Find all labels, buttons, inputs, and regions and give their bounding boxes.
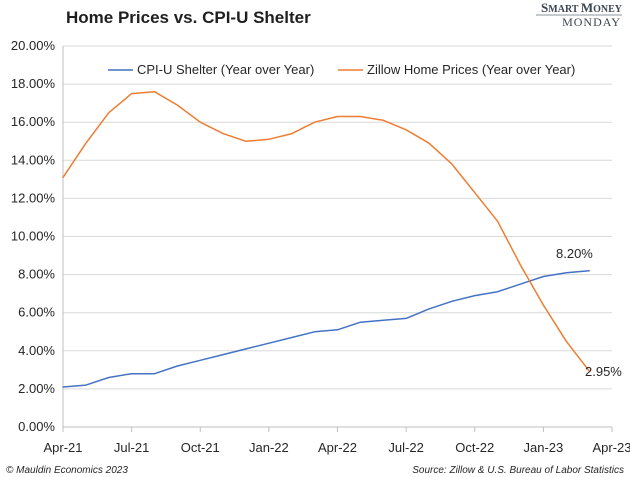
x-tick-label: Jul-22 [388, 440, 423, 455]
y-tick-label: 4.00% [18, 343, 55, 358]
x-tick-label: Apr-21 [43, 440, 82, 455]
x-tick-label: Apr-22 [318, 440, 357, 455]
series-lines [62, 90, 590, 388]
y-tick-label: 6.00% [18, 305, 55, 320]
gridlines [63, 45, 612, 390]
y-axis-tick-labels: 0.00% 2.00% 4.00% 6.00% 8.00% 10.00% 12.00% 14.… [11, 38, 56, 434]
y-tick-label: 8.00% [18, 267, 55, 282]
x-tick-label: Jul-21 [114, 440, 149, 455]
legend-label-cpi: CPI-U Shelter (Year over Year) [137, 62, 314, 77]
annotation-zillow-last-value: 2.95% [585, 364, 622, 379]
source-note: Source: Zillow & U.S. Bureau of Labor St… [412, 465, 624, 476]
legend-label-zillow: Zillow Home Prices (Year over Year) [367, 62, 575, 77]
smart-money-monday-logo: SMART MONEY MONDAY [536, 0, 623, 29]
x-tick-label: Oct-21 [181, 440, 220, 455]
copyright-note: © Mauldin Economics 2023 [6, 465, 128, 476]
axes [62, 46, 613, 432]
series-line-zillow-home-prices [62, 90, 590, 372]
annotation-cpi-last-value: 8.20% [556, 246, 593, 261]
x-tick-label: Jan-22 [249, 440, 289, 455]
y-tick-label: 2.00% [18, 381, 55, 396]
y-tick-label: 18.00% [11, 76, 56, 91]
x-axis-tick-labels: Apr-21 Jul-21 Oct-21 Jan-22 Apr-22 Jul-22 Oct-… [43, 440, 630, 455]
x-tick-label: Apr-23 [592, 440, 630, 455]
chart-title: Home Prices vs. CPI-U Shelter [66, 8, 311, 27]
y-tick-label: 12.00% [11, 190, 56, 205]
x-tick-label: Oct-22 [455, 440, 494, 455]
y-tick-label: 10.00% [11, 229, 56, 244]
y-tick-label: 16.00% [11, 114, 56, 129]
brand-line1: SMART MONEY [541, 0, 623, 15]
y-tick-label: 0.00% [18, 419, 55, 434]
y-tick-label: 14.00% [11, 152, 56, 167]
x-tick-label: Jan-23 [524, 440, 564, 455]
brand-line2: MONDAY [562, 15, 621, 29]
y-tick-label: 20.00% [11, 38, 56, 53]
legend: CPI-U Shelter (Year over Year) Zillow Ho… [108, 62, 575, 77]
series-line-cpi-shelter [62, 270, 590, 388]
